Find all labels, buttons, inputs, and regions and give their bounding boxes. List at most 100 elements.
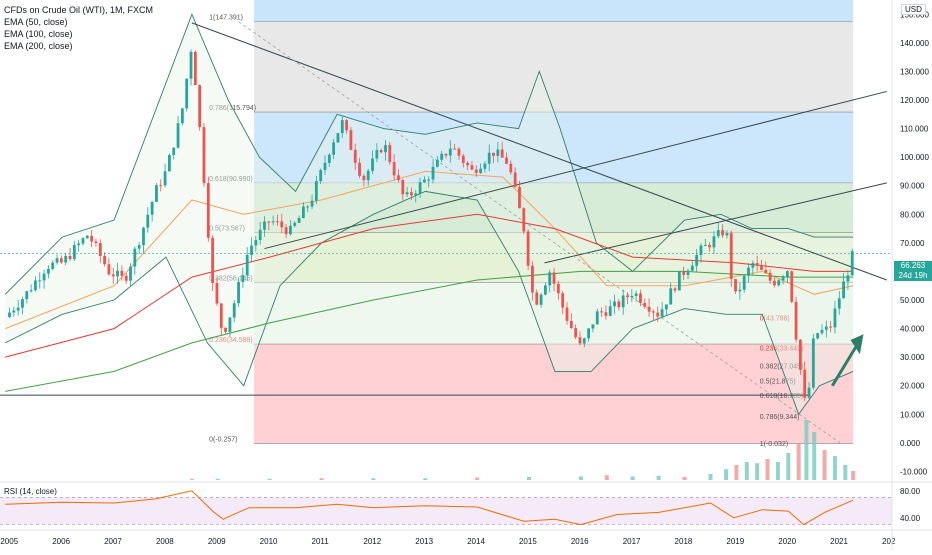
candle-body bbox=[526, 231, 530, 266]
candle-body bbox=[617, 301, 621, 308]
candle-body bbox=[582, 338, 586, 344]
x-tick-9: 2014 bbox=[467, 537, 485, 546]
y-tick-11: 100.000 bbox=[900, 153, 929, 162]
candle-body bbox=[561, 293, 565, 308]
candle-body bbox=[846, 275, 850, 282]
volume-bar bbox=[189, 478, 194, 480]
fib-label-4: 0.382(56.145) bbox=[209, 275, 253, 282]
candle-body bbox=[790, 271, 794, 302]
volume-bar bbox=[744, 462, 749, 480]
candle-body bbox=[133, 248, 137, 267]
candle-body bbox=[600, 311, 603, 313]
candle-body bbox=[453, 148, 457, 150]
candle-body bbox=[773, 280, 776, 286]
candle-body bbox=[211, 237, 215, 283]
candle-body bbox=[690, 265, 694, 271]
candle-body bbox=[712, 236, 716, 248]
ema-line-2 bbox=[5, 270, 854, 392]
candle-body bbox=[345, 120, 349, 131]
candle-body bbox=[150, 201, 154, 215]
candle-body bbox=[686, 270, 690, 275]
up-arrow-head bbox=[850, 334, 864, 355]
candle-body bbox=[513, 172, 517, 187]
candle-body bbox=[531, 265, 534, 293]
candle-body bbox=[565, 307, 569, 321]
candle-body bbox=[466, 162, 470, 166]
candle-body bbox=[163, 171, 167, 186]
fib2-label-3: 0.5(21.875) bbox=[760, 378, 796, 385]
candle-body bbox=[448, 148, 452, 156]
currency-label[interactable]: USD bbox=[901, 4, 926, 15]
candle-body bbox=[107, 264, 111, 275]
volume-bar bbox=[796, 444, 801, 480]
fib-label-3: 0.5(73.567) bbox=[209, 226, 245, 233]
candle-body bbox=[371, 158, 374, 171]
fib2-label-5: 0.786(9.344) bbox=[760, 414, 800, 421]
x-tick-14: 2019 bbox=[726, 537, 744, 546]
fib-label-5: 0.236(34.588) bbox=[209, 337, 253, 344]
candle-body bbox=[595, 311, 599, 325]
candle-body bbox=[25, 291, 29, 300]
candle-body bbox=[587, 328, 591, 339]
candle-body bbox=[677, 271, 681, 291]
candle-body bbox=[569, 320, 573, 329]
legend-ema-50[interactable]: EMA (50, close) bbox=[4, 17, 68, 27]
candle-body bbox=[522, 208, 526, 232]
candle-body bbox=[47, 268, 50, 274]
candle-body bbox=[725, 233, 729, 236]
y-tick-5: 40.000 bbox=[900, 325, 925, 334]
candle-body bbox=[699, 245, 703, 255]
legend-ema-100[interactable]: EMA (100, close) bbox=[4, 29, 73, 39]
volume-bar bbox=[775, 462, 780, 480]
candle-body bbox=[738, 289, 742, 292]
candle-body bbox=[833, 308, 837, 328]
candle-body bbox=[59, 258, 63, 263]
candle-body bbox=[241, 275, 245, 283]
y-tick-8: 70.000 bbox=[900, 239, 925, 248]
candle-body bbox=[90, 235, 94, 242]
candle-body bbox=[202, 127, 206, 184]
candle-body bbox=[55, 258, 59, 263]
y-tick-0: -10.000 bbox=[900, 467, 928, 476]
candle-body bbox=[552, 272, 556, 284]
candle-body bbox=[803, 369, 807, 398]
candle-body bbox=[518, 186, 521, 209]
candle-body bbox=[263, 221, 266, 230]
candle-body bbox=[297, 218, 301, 223]
candle-body bbox=[276, 221, 279, 223]
volume-bar bbox=[724, 469, 729, 480]
volume-bar bbox=[371, 478, 376, 480]
candle-body bbox=[224, 327, 227, 332]
candle-body bbox=[440, 153, 444, 160]
fib-zone-red bbox=[254, 344, 854, 444]
candle-body bbox=[392, 162, 396, 176]
last-price-value: 66.263 bbox=[900, 261, 926, 270]
candle-body bbox=[786, 271, 789, 278]
x-tick-6: 2011 bbox=[312, 537, 330, 546]
volume-bar bbox=[755, 463, 760, 480]
candle-body bbox=[81, 238, 85, 244]
x-tick-10: 2015 bbox=[519, 537, 537, 546]
volume-bar bbox=[822, 450, 827, 480]
volume-bar bbox=[851, 471, 856, 480]
candle-body bbox=[505, 157, 508, 164]
volume-bar bbox=[656, 475, 661, 480]
volume-bar bbox=[804, 420, 809, 480]
candle-body bbox=[474, 169, 478, 173]
candle-body bbox=[811, 338, 815, 388]
volume-bar bbox=[526, 477, 531, 480]
candle-body bbox=[634, 293, 638, 296]
candle-body bbox=[116, 270, 119, 277]
legend-ema-200[interactable]: EMA (200, close) bbox=[4, 41, 73, 51]
legend-title[interactable]: CFDs on Crude Oil (WTI), 1M, FXCM bbox=[4, 5, 154, 15]
candle-body bbox=[120, 270, 124, 276]
fib-label-6: 0(-0.257) bbox=[209, 437, 237, 444]
x-tick-11: 2016 bbox=[571, 537, 589, 546]
candle-body bbox=[768, 272, 772, 281]
candle-body bbox=[237, 282, 240, 304]
rsi-line bbox=[5, 490, 854, 526]
candle-body bbox=[323, 162, 327, 171]
fib2-label-0: 0(43.788) bbox=[760, 316, 790, 323]
candle-body bbox=[410, 192, 413, 196]
